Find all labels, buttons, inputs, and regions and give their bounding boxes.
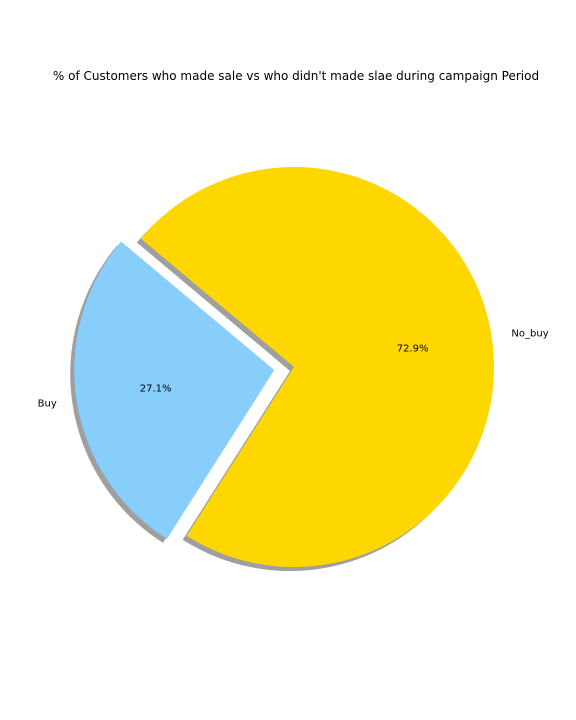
slice-percent-buy: 27.1% bbox=[140, 383, 172, 394]
slice-labels: Buy 27.1% No_buy 72.9% bbox=[38, 328, 549, 409]
slice-label-no-buy: No_buy bbox=[511, 328, 548, 339]
slice-percent-no-buy: 72.9% bbox=[397, 344, 429, 355]
chart-title: % of Customers who made sale vs who didn… bbox=[53, 69, 539, 83]
slices bbox=[74, 166, 494, 567]
pie-slice-buy bbox=[74, 241, 275, 539]
pie-slice-no-buy bbox=[140, 166, 494, 567]
slice-label-buy: Buy bbox=[38, 399, 57, 410]
